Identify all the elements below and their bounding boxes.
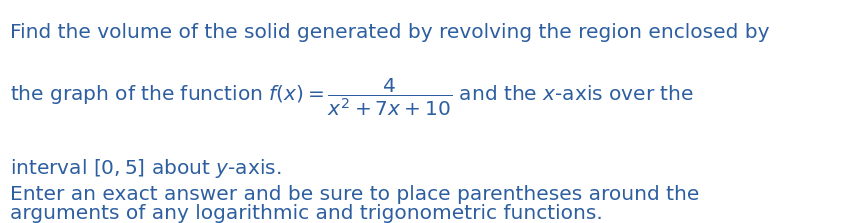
Text: arguments of any logarithmic and trigonometric functions.: arguments of any logarithmic and trigono… <box>10 204 603 223</box>
Text: the graph of the function $f(x) = \dfrac{4}{x^2 + 7x + 10}$ and the $x$-axis ove: the graph of the function $f(x) = \dfrac… <box>10 76 694 118</box>
Text: Find the volume of the solid generated by revolving the region enclosed by: Find the volume of the solid generated b… <box>10 23 770 42</box>
Text: interval $[0, 5]$ about $y$-axis.: interval $[0, 5]$ about $y$-axis. <box>10 157 281 180</box>
Text: Enter an exact answer and be sure to place parentheses around the: Enter an exact answer and be sure to pla… <box>10 184 699 204</box>
